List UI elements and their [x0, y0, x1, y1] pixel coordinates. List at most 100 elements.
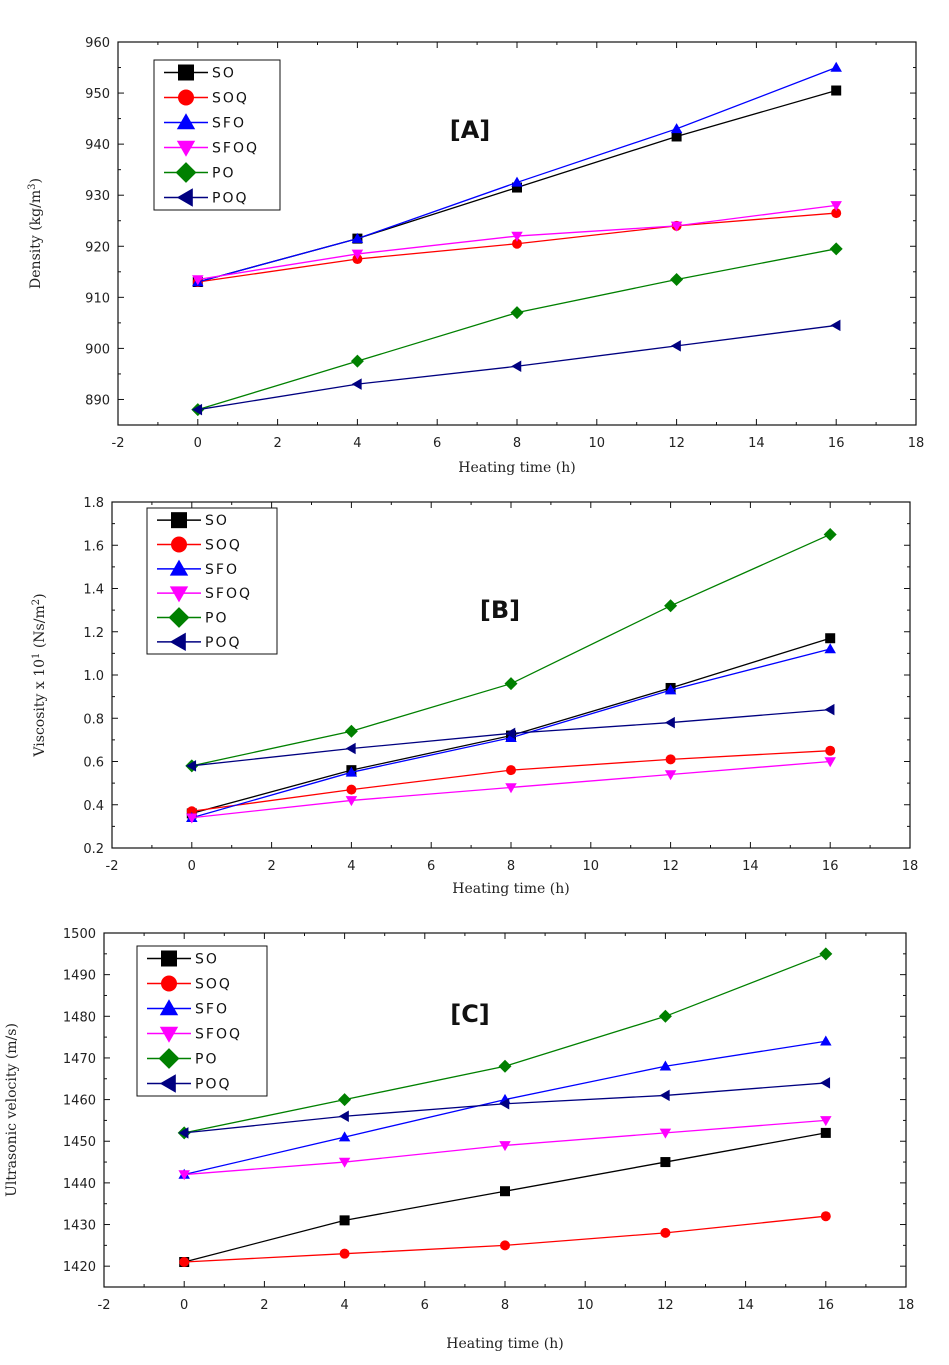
data-point-poq	[505, 727, 516, 740]
data-point-poq	[670, 340, 681, 352]
legend-label-so: SO	[205, 513, 229, 529]
data-point-sfo	[511, 176, 523, 187]
legend-label-soq: SOQ	[195, 977, 232, 993]
y-tick-label: 1440	[63, 1177, 96, 1192]
y-tick-label: 1.0	[83, 669, 104, 684]
data-point-sfo	[659, 1060, 672, 1071]
legend: SO SOQ SFO SFOQ PO POQ	[136, 945, 268, 1097]
data-point-sfo	[345, 766, 358, 777]
y-tick-label: 1460	[63, 1094, 96, 1109]
data-point-soq	[500, 1240, 510, 1251]
x-tick-label: 18	[908, 436, 925, 451]
data-point-sfoq	[192, 275, 204, 286]
legend: SO SOQ SFO SFOQ PO POQ	[153, 59, 281, 211]
legend-label-sfoq: SFOQ	[212, 141, 259, 157]
x-axis-label: Heating time (h)	[452, 881, 569, 897]
legend-marker-po	[168, 607, 190, 628]
data-point-poq	[338, 1110, 349, 1122]
data-point-sfo	[830, 61, 842, 72]
legend-label-poq: POQ	[195, 1077, 231, 1093]
data-point-poq	[824, 703, 835, 716]
data-point-sfo	[670, 123, 683, 134]
legend-label-po: PO	[195, 1052, 218, 1068]
legend-marker-po	[158, 1048, 180, 1069]
legend: SO SOQ SFO SFOQ PO POQ	[146, 507, 278, 655]
legend-label-sfoq: SFOQ	[195, 1027, 242, 1043]
legend-marker-sfoq	[159, 1026, 179, 1043]
legend-box	[146, 507, 278, 655]
x-tick-label: 14	[742, 859, 759, 874]
data-point-so	[512, 182, 522, 193]
data-point-so	[831, 85, 842, 96]
x-tick-label: 6	[427, 859, 435, 874]
legend-marker-soq	[161, 975, 177, 992]
data-point-poq	[830, 319, 841, 332]
y-axis-label-superscript: 2	[31, 599, 42, 605]
x-tick-label: 0	[194, 436, 202, 451]
y-tick-label: 940	[85, 138, 110, 153]
y-tick-label: 900	[85, 342, 110, 357]
data-point-po	[658, 1009, 672, 1023]
legend-label-soq: SOQ	[205, 538, 242, 554]
legend-marker-poq	[159, 1074, 176, 1093]
data-point-sfoq	[338, 1157, 351, 1168]
data-point-po	[664, 599, 678, 613]
legend-marker-so	[171, 512, 187, 529]
y-axis-label-part: (Ns/m	[32, 605, 48, 652]
data-point-sfoq	[351, 249, 364, 260]
data-point-sfoq	[186, 813, 198, 824]
legend-marker-sfoq	[176, 140, 196, 157]
y-tick-label: 1.8	[83, 496, 104, 511]
legend-marker-sfo	[176, 113, 196, 130]
series-line-soq	[184, 1215, 826, 1263]
data-point-sfoq	[830, 201, 842, 212]
y-tick-label: 920	[85, 240, 110, 255]
x-tick-label: 18	[902, 859, 919, 874]
x-tick-label: 14	[748, 436, 765, 451]
x-tick-label: 6	[421, 1298, 429, 1313]
y-tick-label: 1.4	[83, 583, 104, 598]
data-point-sfo	[505, 731, 517, 742]
y-tick-label: 910	[85, 291, 110, 306]
data-point-poq	[511, 360, 522, 373]
y-axis-label-part: Viscosity x 10	[32, 659, 48, 758]
y-tick-label: 1420	[63, 1260, 96, 1275]
series-line-poq	[184, 1082, 826, 1134]
data-point-poq	[664, 716, 675, 729]
data-point-sfoq	[659, 1128, 672, 1139]
x-tick-label: 6	[433, 436, 441, 451]
series-line-sfo	[197, 66, 837, 283]
legend-label-so: SO	[212, 66, 236, 82]
data-point-soq	[506, 765, 516, 776]
series-line-soq	[191, 750, 831, 812]
x-axis-label: Heating time (h)	[446, 1336, 563, 1352]
x-tick-label: 18	[898, 1298, 915, 1313]
y-tick-label: 950	[85, 87, 110, 102]
data-point-sfoq	[178, 1170, 190, 1181]
data-point-poq	[345, 742, 356, 755]
data-point-sfoq	[820, 1116, 832, 1127]
y-axis-label-part: )	[32, 593, 48, 598]
x-tick-label: 8	[501, 1298, 509, 1313]
legend-marker-so	[178, 64, 194, 81]
data-point-sfoq	[664, 770, 677, 781]
y-axis-label: Density (kg/m3)	[27, 178, 45, 289]
y-tick-label: 960	[85, 36, 110, 51]
x-tick-label: 4	[340, 1298, 348, 1313]
series-line-po	[197, 248, 837, 411]
legend-label-po: PO	[205, 611, 228, 627]
data-point-soq	[346, 784, 357, 795]
data-point-sfo	[351, 232, 364, 243]
x-axis-label: Heating time (h)	[458, 460, 575, 476]
x-tick-label: -2	[98, 1298, 111, 1313]
y-tick-label: 1430	[63, 1219, 96, 1234]
data-point-po	[498, 1059, 512, 1073]
legend-marker-soq	[171, 536, 187, 553]
legend-label-sfo: SFO	[205, 562, 239, 578]
panel-tag: [B]	[480, 596, 520, 624]
y-tick-label: 1.2	[83, 626, 104, 641]
x-tick-label: 4	[353, 436, 361, 451]
y-tick-label: 1480	[63, 1010, 96, 1025]
y-axis-label-part: )	[28, 178, 44, 183]
data-point-po	[350, 354, 364, 368]
